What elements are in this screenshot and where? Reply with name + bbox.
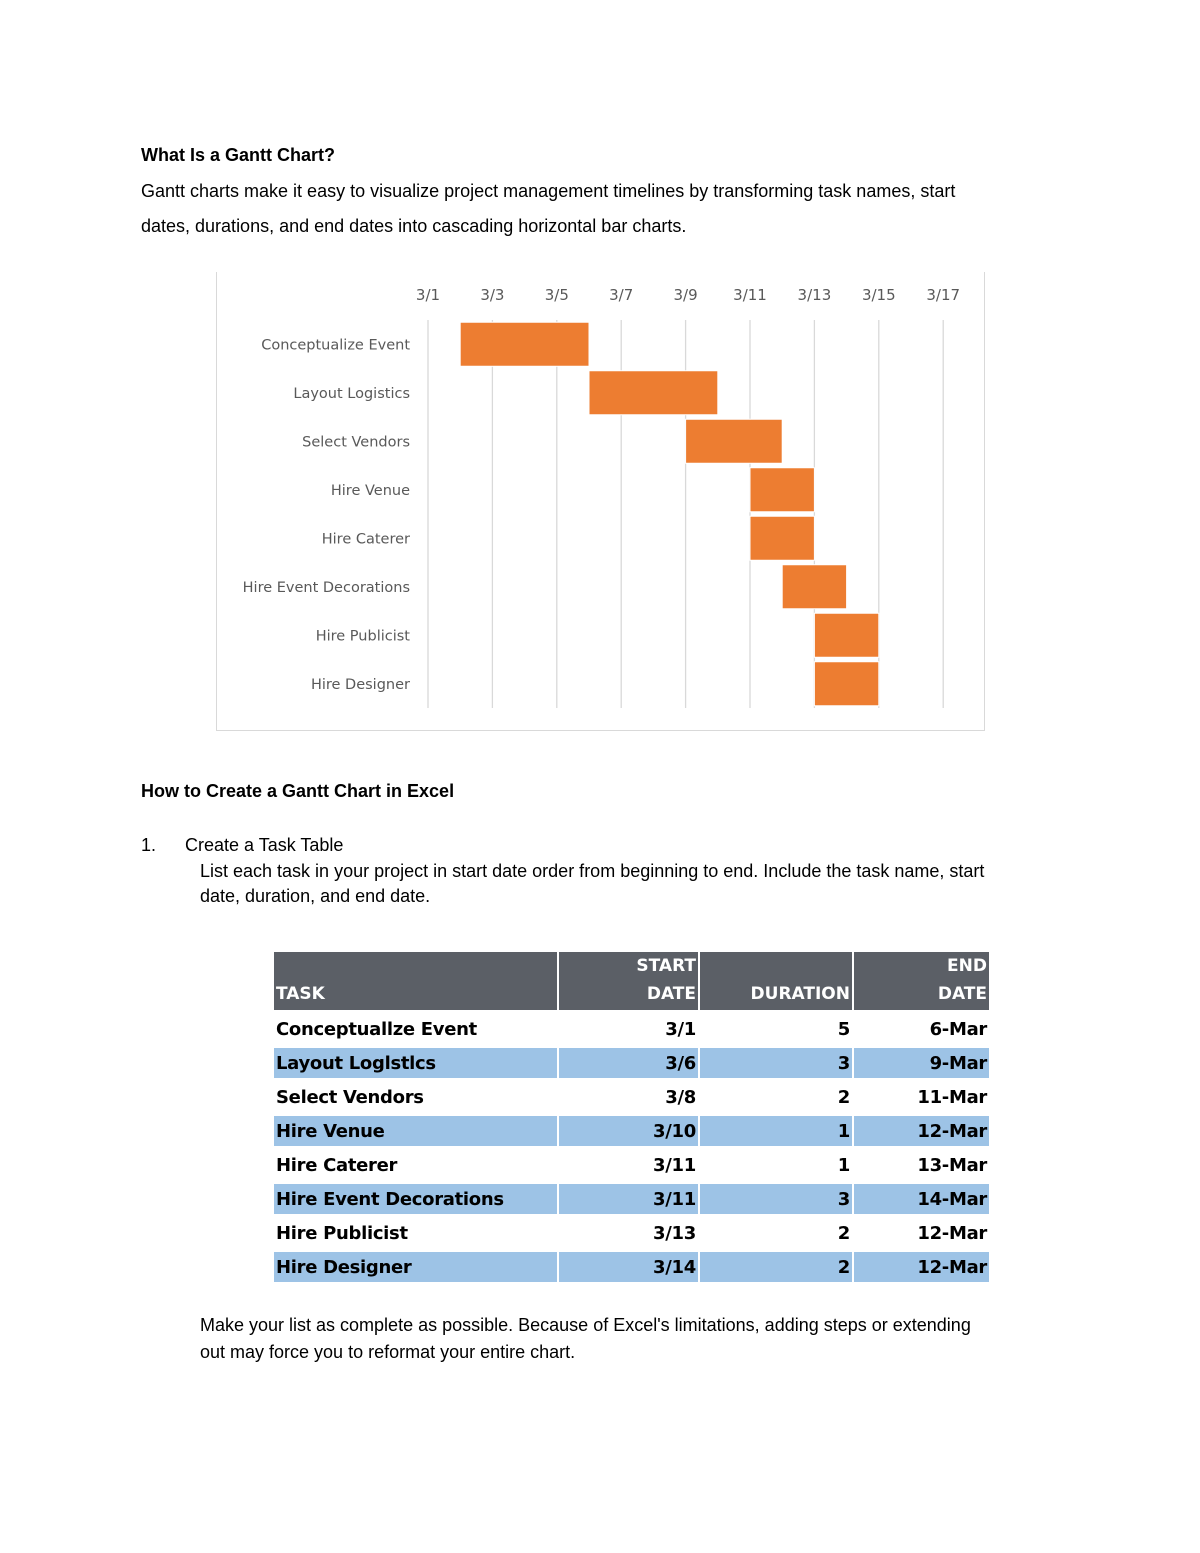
x-tick-label: 3/1 <box>416 286 440 304</box>
cell-task: Hire Venue <box>274 1116 557 1146</box>
x-tick-label: 3/9 <box>674 286 698 304</box>
header-duration: DURATION <box>700 952 852 1010</box>
x-tick-label: 3/5 <box>545 286 569 304</box>
table-header-row: TASK START DATE DURATION END DATE <box>274 952 989 1010</box>
x-tick-label: 3/11 <box>733 286 767 304</box>
cell-start-date: 3/8 <box>665 1086 696 1108</box>
x-tick-label: 3/17 <box>926 286 960 304</box>
category-label: Hire Publicist <box>316 628 411 644</box>
table-row: Layout Loglstlcs 3/6 3 9-Mar <box>274 1048 989 1078</box>
gantt-bar <box>459 321 590 367</box>
cell-end-date: 9-Mar <box>854 1048 989 1078</box>
step-number: 1. <box>141 835 157 855</box>
gantt-chart: 3/1 3/3 3/5 3/7 3/9 3/11 3/13 3/15 3/17 Conceptua… <box>216 272 985 731</box>
cell-end-date: 6-Mar <box>929 1018 988 1040</box>
cell-end-date: 12-Mar <box>917 1222 987 1244</box>
gantt-chart-svg: 3/1 3/3 3/5 3/7 3/9 3/11 3/13 3/15 3/17 Conceptua… <box>243 286 960 708</box>
cell-task: Conceptuallze Event <box>276 1018 477 1040</box>
cell-duration: 1 <box>837 1154 851 1176</box>
cell-task: Hire Caterer <box>276 1154 398 1176</box>
header-line: DATE <box>937 984 987 1004</box>
gantt-bar <box>781 564 848 610</box>
table-row: Hire Event Decorations 3/11 3 14-Mar <box>274 1184 989 1214</box>
cell-task: Hire Designer <box>274 1252 557 1282</box>
cell-task: Hire Event Decorations <box>274 1184 557 1214</box>
cell-start-date: 3/11 <box>559 1184 698 1214</box>
table-row: Hire Publicist 3/13 2 12-Mar <box>274 1218 989 1248</box>
task-table: TASK START DATE DURATION END DATE Conceptu… <box>272 948 991 1286</box>
cell-duration: 3 <box>700 1048 852 1078</box>
x-tick-label: 3/15 <box>862 286 896 304</box>
cell-duration: 3 <box>700 1184 852 1214</box>
header-line: TASK <box>276 984 325 1004</box>
table-row: Conceptuallze Event 3/1 5 6-Mar <box>274 1014 989 1044</box>
cell-task: Layout Loglstlcs <box>274 1048 557 1078</box>
cell-task: Hire Publicist <box>276 1222 408 1244</box>
header-line: DURATION <box>750 984 850 1004</box>
table-row: Hire Caterer 3/11 1 13-Mar <box>274 1150 989 1180</box>
intro-paragraph-line2: dates, durations, and end dates into cas… <box>141 216 687 236</box>
x-tick-label: 3/13 <box>798 286 832 304</box>
cell-start-date: 3/6 <box>559 1048 698 1078</box>
gantt-bar <box>588 370 719 416</box>
category-label: Hire Event Decorations <box>243 580 410 596</box>
cell-task: Select Vendors <box>276 1086 424 1108</box>
cell-end-date: 14-Mar <box>854 1184 989 1214</box>
table-row: Hire Designer 3/14 2 12-Mar <box>274 1252 989 1282</box>
cell-start-date: 3/11 <box>653 1154 696 1176</box>
category-label: Layout Logistics <box>293 386 410 402</box>
step-title: Create a Task Table <box>185 835 344 855</box>
gantt-bar <box>813 661 880 707</box>
x-tick-label: 3/3 <box>480 286 504 304</box>
cell-duration: 1 <box>700 1116 852 1146</box>
cell-duration: 2 <box>700 1252 852 1282</box>
intro-paragraph-line1: Gantt charts make it easy to visualize p… <box>141 181 956 201</box>
gantt-bar <box>749 515 815 561</box>
header-line: DATE <box>646 984 696 1004</box>
header-start-date: START DATE <box>559 952 698 1010</box>
cell-start-date: 3/1 <box>665 1018 696 1040</box>
header-task: TASK <box>274 952 557 1010</box>
section-heading-how-to: How to Create a Gantt Chart in Excel <box>141 781 455 801</box>
cell-start-date: 3/14 <box>559 1252 698 1282</box>
header-line: END <box>947 956 987 976</box>
section-heading-gantt: What Is a Gantt Chart? <box>141 145 336 165</box>
gantt-bar <box>685 418 783 464</box>
header-end-date: END DATE <box>854 952 989 1010</box>
cell-start-date: 3/10 <box>559 1116 698 1146</box>
gantt-bar <box>813 612 880 658</box>
table-row: Hire Venue 3/10 1 12-Mar <box>274 1116 989 1146</box>
cell-end-date: 11-Mar <box>917 1086 987 1108</box>
note-line1: Make your list as complete as possible. … <box>200 1315 971 1335</box>
table-row: Select Vendors 3/8 2 11-Mar <box>274 1082 989 1112</box>
cell-end-date: 13-Mar <box>917 1154 987 1176</box>
cell-duration: 2 <box>837 1086 851 1108</box>
cell-duration: 5 <box>837 1018 851 1040</box>
category-label: Conceptualize Event <box>261 337 410 353</box>
category-label: Hire Venue <box>331 483 410 499</box>
note-line2: out may force you to reformat your entir… <box>200 1342 576 1362</box>
step-desc-line1: List each task in your project in start … <box>200 861 985 881</box>
cell-duration: 2 <box>837 1222 851 1244</box>
gantt-bar <box>749 467 815 513</box>
category-label: Hire Caterer <box>322 531 410 547</box>
x-tick-label: 3/7 <box>609 286 633 304</box>
step-desc-line2: date, duration, and end date. <box>200 886 431 906</box>
category-label: Hire Designer <box>311 677 410 693</box>
cell-end-date: 12-Mar <box>854 1252 989 1282</box>
cell-end-date: 12-Mar <box>854 1116 989 1146</box>
category-label: Select Vendors <box>302 434 410 450</box>
cell-start-date: 3/13 <box>653 1222 696 1244</box>
header-line: START <box>636 956 696 976</box>
